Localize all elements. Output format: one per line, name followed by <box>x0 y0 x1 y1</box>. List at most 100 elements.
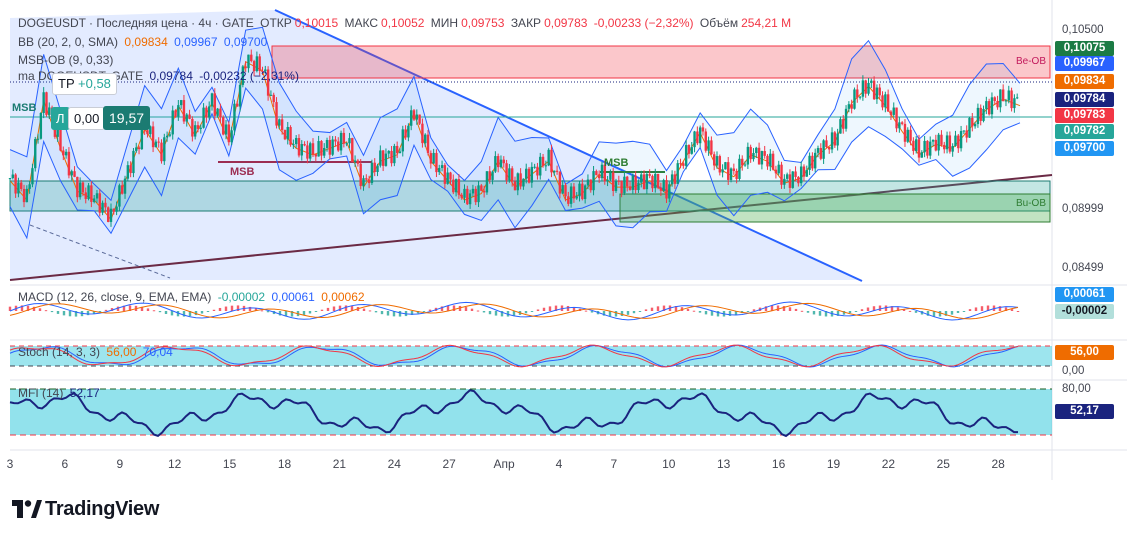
macd-histogram-bar <box>374 311 378 313</box>
macd-histogram-bar <box>644 309 648 311</box>
bb-upper: 0,09967 <box>174 35 218 49</box>
header-legend: DOGEUSDT · Последняя цена · 4ч · GATE ОТК… <box>18 16 794 30</box>
macd-histogram-bar <box>662 305 666 311</box>
candle-body <box>550 149 553 173</box>
candle-body <box>62 150 65 156</box>
macd-histogram-bar <box>794 308 798 311</box>
candle-body <box>70 171 73 176</box>
candle-body <box>238 84 242 107</box>
candle-body <box>833 132 837 146</box>
macd-histogram-bar <box>902 308 906 311</box>
candle-body <box>976 107 980 125</box>
macd-histogram-bar <box>776 305 780 311</box>
x-tick-label: 12 <box>168 457 182 471</box>
candle-body <box>828 147 831 150</box>
candle-body <box>92 198 96 202</box>
macd-histogram-bar <box>542 307 546 311</box>
candle-body <box>468 193 472 205</box>
macd-histogram-bar <box>872 306 876 311</box>
candle-body <box>104 202 107 208</box>
macd-histogram-bar <box>512 311 516 317</box>
price-pill: 0,09782 <box>1055 124 1114 139</box>
candle-body <box>749 146 752 160</box>
volume-label: Объём <box>699 16 739 30</box>
candle-body <box>763 151 766 156</box>
candle-body <box>135 147 138 151</box>
symbol-label: DOGEUSDT <box>18 16 87 30</box>
candle-body <box>373 162 376 172</box>
candle-body <box>712 154 716 166</box>
candle-body <box>264 69 267 72</box>
candle-body <box>752 152 755 160</box>
candle-body <box>269 94 273 96</box>
position-side-button[interactable]: Л <box>51 107 70 130</box>
candle-body <box>266 69 270 96</box>
candle-body <box>129 165 132 174</box>
candle-body <box>640 174 643 183</box>
candle-body <box>1015 97 1019 99</box>
macd-histogram-bar <box>566 305 570 311</box>
candle-body <box>959 131 963 149</box>
macd-histogram-bar <box>320 309 324 311</box>
bollinger-fill <box>10 27 1020 239</box>
macd-histogram-bar <box>884 305 888 311</box>
candle-body <box>743 164 747 166</box>
candle-body <box>870 80 873 83</box>
candle-body <box>258 56 261 71</box>
bollinger-upper <box>9 26 1021 202</box>
candle-body <box>213 93 217 116</box>
candle-body <box>892 107 895 115</box>
macd-histogram-bar <box>416 311 420 314</box>
macd-histogram-bar <box>896 307 900 311</box>
macd-histogram-bar <box>170 311 174 316</box>
candle-body <box>721 169 724 173</box>
macd-histogram-bar <box>962 311 966 312</box>
candle-body <box>909 129 912 141</box>
open-label: ОТКР <box>260 16 292 30</box>
candle-body <box>609 172 612 180</box>
macd-histogram-bar <box>632 311 636 314</box>
x-tick-label: 16 <box>771 457 786 471</box>
position-qty[interactable]: 19,57 <box>103 106 151 130</box>
tradingview-logo-icon <box>12 500 42 518</box>
candle-body <box>926 140 929 156</box>
candle-body <box>999 89 1002 108</box>
candle-body <box>816 148 820 153</box>
macd-histogram-bar <box>536 309 540 311</box>
macd-histogram-bar <box>32 306 36 311</box>
candle-body <box>452 179 455 193</box>
macd-histogram-bar <box>818 311 822 316</box>
candle-body <box>280 119 284 130</box>
mfi-pill: 52,17 <box>1055 404 1114 419</box>
candle-body <box>659 187 663 191</box>
candle-body <box>631 175 635 190</box>
mfi-line <box>9 389 1019 438</box>
bb-legend: BB (20, 2, 0, SMA) 0,09834 0,09967 0,097… <box>18 35 270 49</box>
high-label: МАКС <box>344 16 379 30</box>
macd-histogram-bar <box>248 306 252 311</box>
low-label: МИН <box>430 16 459 30</box>
x-tick-label: 24 <box>387 457 401 471</box>
candle-body <box>491 171 494 180</box>
macd-histogram-bar <box>302 311 306 316</box>
macd-histogram-bar <box>254 308 258 311</box>
macd-histogram-bar <box>56 311 60 314</box>
candle-body <box>530 166 534 183</box>
candle-body <box>853 89 856 109</box>
candle-body <box>502 159 505 164</box>
candle-body <box>973 124 977 127</box>
tp-control[interactable]: TP +0,58 <box>52 73 117 95</box>
candle-body <box>603 164 606 182</box>
macd-histogram-bar <box>704 311 708 315</box>
candle-body <box>334 139 337 142</box>
candle-body <box>822 140 825 159</box>
candle-body <box>342 132 346 144</box>
macd-histogram-bar <box>782 306 786 311</box>
candle-body <box>207 106 211 118</box>
candle-body <box>780 164 783 185</box>
ma-legend: ma DOGEUSDT, GATE 0,09784 -0,00232 (−2,3… <box>18 69 302 83</box>
position-pnl[interactable]: 0,00 <box>68 107 106 130</box>
macd-histogram-bar <box>626 311 630 315</box>
candle-body <box>149 126 152 135</box>
price-tick-low: 0,08499 <box>1062 262 1104 274</box>
